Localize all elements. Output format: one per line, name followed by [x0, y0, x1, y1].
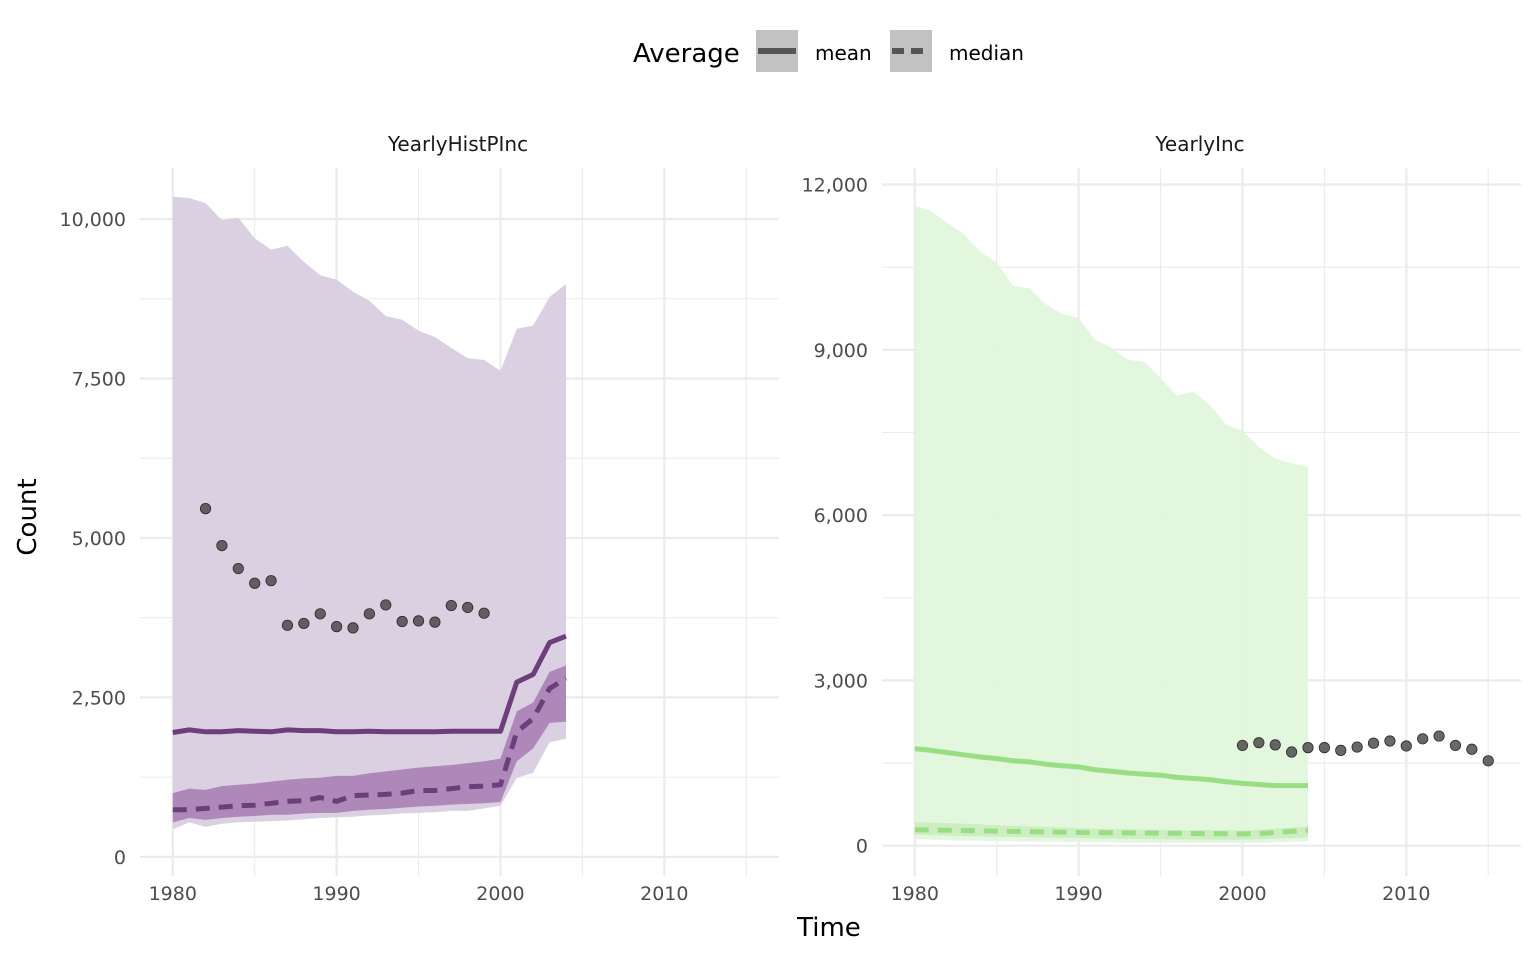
data-point [1302, 742, 1314, 754]
data-point [1417, 733, 1429, 745]
median-line [914, 827, 1309, 837]
y-tick-label: 3,000 [814, 670, 868, 692]
panel-0-x-tick-labels: 1980 1990 2000 2010 [149, 883, 689, 905]
panel-1-y-tick-labels: 0 3,000 6,000 9,000 12,000 [802, 175, 868, 858]
mean-line [914, 746, 1308, 789]
data-point [1433, 730, 1445, 742]
x-tick-label: 1990 [1054, 883, 1102, 905]
median-line [172, 676, 568, 813]
panel-1-x-tick-labels: 1980 1990 2000 2010 [891, 883, 1431, 905]
x-tick-label: 2000 [476, 883, 524, 905]
inner-ribbon [172, 665, 567, 823]
data-point [1466, 743, 1478, 755]
data-point [1286, 746, 1298, 758]
panel-1-lines [914, 746, 1309, 837]
data-point [314, 608, 326, 620]
y-tick-label: 12,000 [802, 175, 868, 197]
data-point [1351, 741, 1363, 753]
data-point [1482, 755, 1494, 767]
y-tick-label: 7,500 [72, 368, 126, 390]
panel-1-ribbons [914, 205, 1308, 843]
data-point [1449, 739, 1462, 752]
data-point [199, 503, 212, 515]
panel-title-yearlyinc: YearlyInc [1154, 132, 1244, 156]
panel-yearlyinc: YearlyInc 0 3,000 6,000 9,000 12,000 1980 199… [802, 132, 1521, 905]
data-point [347, 622, 359, 634]
panel-0-points [199, 503, 490, 634]
legend: Average mean median [633, 30, 1024, 72]
x-tick-label: 2010 [640, 883, 688, 905]
data-point [412, 615, 425, 627]
data-point [1318, 742, 1330, 754]
legend-label-median: median [949, 41, 1024, 65]
panel-0-ribbons [172, 196, 567, 830]
data-point [232, 562, 244, 575]
data-point [1236, 739, 1249, 752]
data-point [1253, 737, 1265, 749]
x-tick-label: 2010 [1382, 883, 1430, 905]
x-tick-label: 2000 [1218, 883, 1266, 905]
panel-1-points [1236, 730, 1494, 767]
y-tick-label: 6,000 [814, 505, 868, 527]
y-tick-label: 10,000 [60, 209, 126, 231]
data-point [396, 615, 408, 628]
x-axis-title: Time [796, 913, 861, 943]
data-point [265, 575, 277, 587]
y-tick-label: 0 [856, 836, 868, 858]
outer-ribbon [172, 196, 567, 830]
data-point [298, 617, 310, 630]
panel-yearlyhistpinc: YearlyHistPInc 0 2,500 5,000 7,500 10,000 19… [60, 132, 779, 905]
panel-0-y-tick-labels: 0 2,500 5,000 7,500 10,000 [60, 209, 126, 869]
panel-title-yearlyhistpinc: YearlyHistPInc [387, 132, 528, 156]
x-tick-label: 1980 [891, 883, 939, 905]
data-point [216, 539, 228, 552]
data-point [331, 621, 343, 633]
y-tick-label: 2,500 [72, 687, 126, 709]
data-point [478, 607, 490, 619]
legend-title: Average [633, 39, 740, 69]
x-tick-label: 1980 [149, 883, 197, 905]
data-point [1335, 744, 1347, 756]
x-tick-label: 1990 [312, 883, 360, 905]
outer-ribbon [914, 205, 1308, 843]
data-point [462, 601, 474, 614]
mean-line [172, 633, 567, 735]
data-point [1384, 735, 1396, 747]
y-axis-title: Count [13, 478, 43, 555]
data-point [1367, 737, 1380, 749]
data-point [1269, 739, 1281, 751]
data-point [363, 608, 375, 620]
data-point [380, 599, 392, 611]
y-tick-label: 9,000 [814, 340, 868, 362]
y-tick-label: 0 [114, 847, 126, 869]
data-point [1400, 740, 1412, 752]
panel-0-lines [172, 633, 568, 813]
data-point [281, 619, 294, 631]
legend-label-mean: mean [815, 41, 872, 65]
data-point [445, 599, 457, 612]
data-point [249, 577, 261, 589]
y-tick-label: 5,000 [72, 528, 126, 550]
data-point [429, 616, 441, 628]
